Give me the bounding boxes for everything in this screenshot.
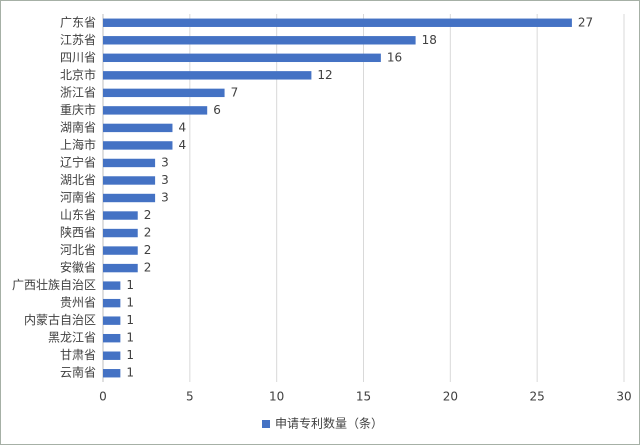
- bar: [103, 281, 121, 290]
- legend-label: 申请专利数量（条）: [275, 416, 383, 431]
- x-tick-label: 15: [356, 390, 371, 404]
- bar: [103, 88, 225, 98]
- data-label: 2: [144, 208, 152, 222]
- data-label: 1: [126, 278, 134, 292]
- y-tick-label: 广西壮族自治区: [12, 278, 96, 292]
- y-tick-label: 四川省: [60, 50, 96, 64]
- y-tick-label: 上海市: [60, 137, 96, 152]
- data-label: 3: [161, 173, 169, 187]
- data-label: 6: [213, 103, 221, 117]
- bar: [103, 123, 173, 133]
- bar: [103, 211, 138, 220]
- x-tick-label: 20: [443, 390, 458, 404]
- y-tick-label: 浙江省: [60, 85, 96, 99]
- y-tick-label: 辽宁省: [60, 154, 96, 169]
- y-tick-label: 江苏省: [60, 33, 96, 47]
- bar: [103, 333, 121, 343]
- bar: [103, 158, 156, 168]
- bar: [103, 106, 208, 115]
- bar: [103, 246, 138, 255]
- data-label: 4: [178, 138, 186, 152]
- data-label: 18: [422, 33, 437, 47]
- data-label: 1: [126, 366, 134, 380]
- bar: [103, 351, 121, 360]
- y-tick-label: 河北省: [60, 243, 96, 257]
- x-tick-label: 0: [99, 390, 107, 404]
- y-tick-label: 云南省: [60, 365, 96, 380]
- bar: [103, 176, 156, 185]
- data-label: 3: [161, 155, 169, 169]
- data-label: 1: [126, 331, 134, 345]
- bar: [103, 53, 381, 63]
- bar: [103, 369, 121, 378]
- y-tick-label: 广东省: [60, 15, 96, 29]
- bar: [103, 141, 173, 150]
- y-tick-label: 黑龙江省: [48, 331, 96, 345]
- y-tick-label: 甘肃省: [60, 348, 96, 362]
- y-tick-label: 湖北省: [60, 172, 96, 187]
- x-tick-label: 30: [616, 390, 631, 404]
- bar: [103, 263, 138, 273]
- y-tick-label: 陕西省: [60, 225, 96, 240]
- data-label: 4: [178, 120, 186, 134]
- x-tick-label: 5: [186, 390, 194, 404]
- y-tick-label: 北京市: [60, 67, 96, 82]
- y-tick-label: 湖南省: [60, 119, 96, 134]
- data-label: 1: [126, 348, 134, 362]
- bar: [103, 228, 138, 238]
- bar: [103, 71, 312, 80]
- data-label: 3: [161, 191, 169, 205]
- y-tick-label: 重庆市: [60, 102, 96, 117]
- bar: [103, 18, 572, 27]
- data-label: 2: [144, 261, 152, 275]
- x-tick-label: 10: [269, 390, 284, 404]
- bar: [103, 316, 121, 325]
- y-tick-label: 河南省: [60, 190, 96, 205]
- legend-swatch: [262, 420, 270, 428]
- bar: [103, 298, 121, 308]
- data-label: 12: [317, 68, 332, 82]
- y-tick-label: 内蒙古自治区: [24, 312, 96, 327]
- y-tick-label: 贵州省: [60, 296, 96, 310]
- bar: [103, 36, 416, 45]
- bar: [103, 193, 156, 203]
- y-tick-label: 山东省: [60, 208, 96, 222]
- data-label: 27: [578, 15, 593, 29]
- data-label: 1: [126, 313, 134, 327]
- data-label: 2: [144, 243, 152, 257]
- data-label: 7: [231, 85, 239, 99]
- data-label: 16: [387, 50, 402, 64]
- data-label: 1: [126, 296, 134, 310]
- x-tick-label: 25: [530, 390, 545, 404]
- y-tick-label: 安徽省: [60, 260, 96, 275]
- data-label: 2: [144, 226, 152, 240]
